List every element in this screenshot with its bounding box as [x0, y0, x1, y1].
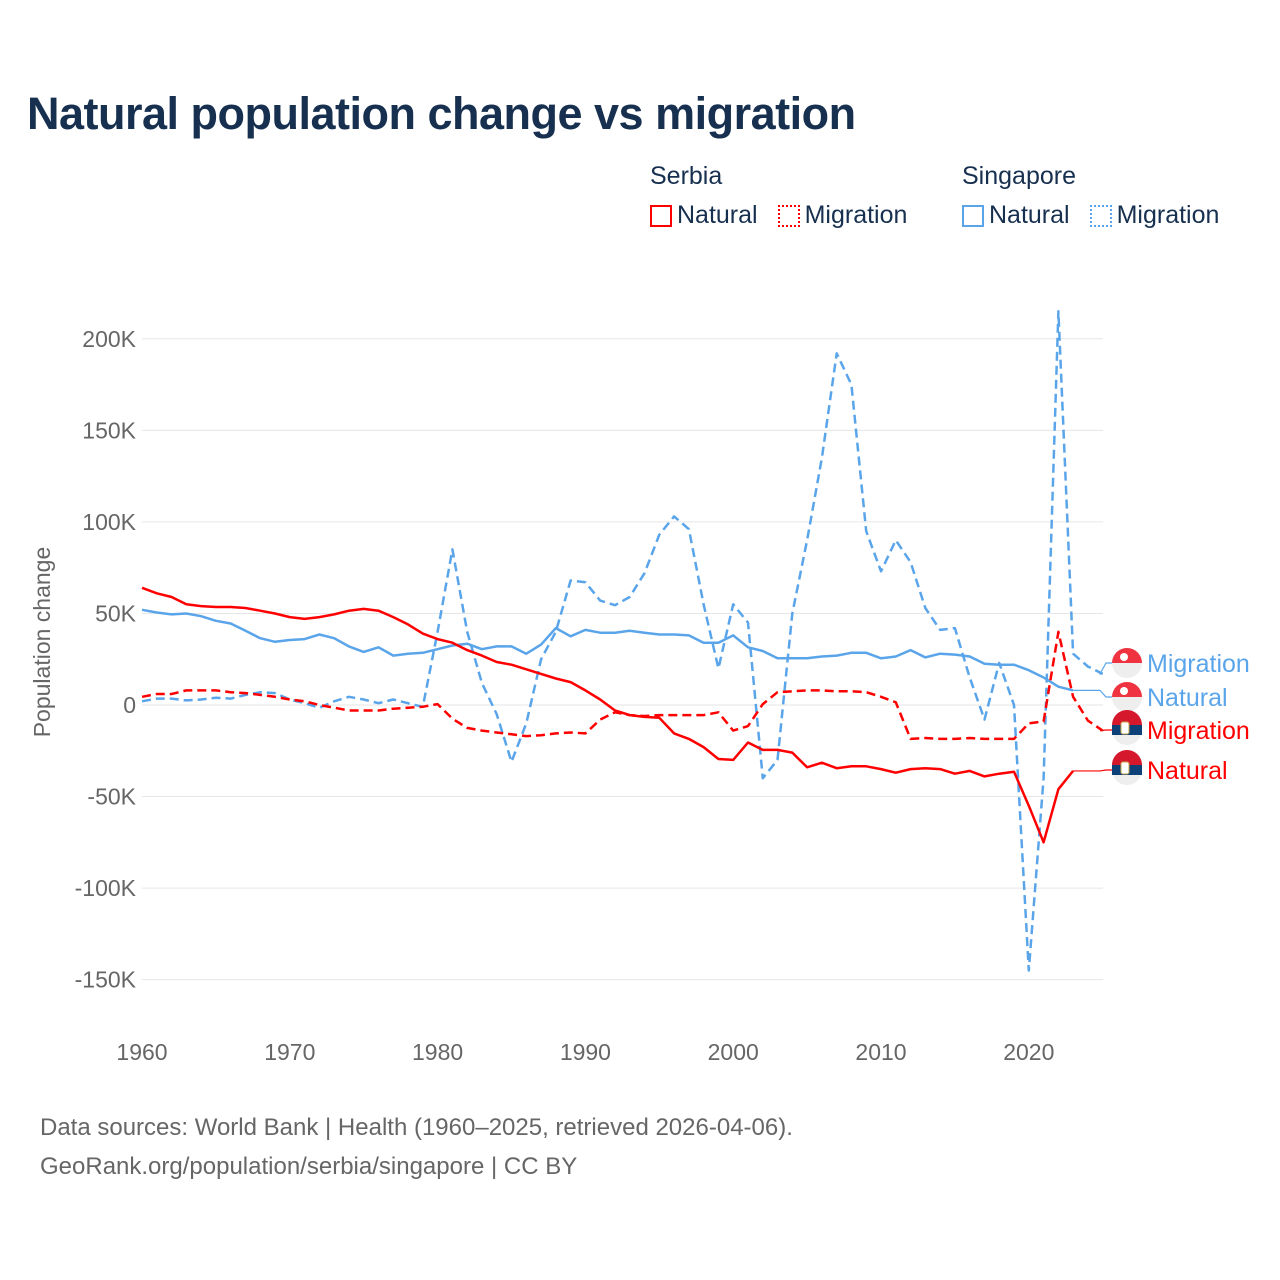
- flag-coat-of-arms: [1120, 721, 1130, 735]
- legend-label: Migration: [1116, 201, 1220, 229]
- x-tick-label: 2010: [855, 1039, 906, 1065]
- footer: Data sources: World Bank | Health (1960–…: [40, 1108, 793, 1186]
- y-tick-label: 150K: [82, 417, 136, 443]
- series-end-label: Natural: [1147, 757, 1228, 785]
- y-tick-label: 200K: [82, 326, 136, 352]
- y-tick-label: 0: [123, 692, 136, 718]
- chart-title: Natural population change vs migration: [27, 88, 856, 139]
- x-tick-label: 1970: [264, 1039, 315, 1065]
- y-tick-label: 100K: [82, 509, 136, 535]
- x-tick-label: 1960: [116, 1039, 167, 1065]
- x-tick-label: 1990: [560, 1039, 611, 1065]
- legend-label: Migration: [804, 201, 908, 229]
- y-tick-label: -50K: [87, 784, 136, 810]
- solid-swatch-icon: [650, 204, 672, 227]
- legend-serbia-migration[interactable]: Migration: [777, 201, 908, 230]
- dotted-swatch-icon: [777, 204, 800, 227]
- y-axis-label: Population change: [29, 547, 55, 738]
- flag-red-stripe: [1112, 750, 1142, 765]
- label-connector: [1098, 662, 1112, 675]
- legend-group-serbia: Serbia Natural Migration: [650, 162, 907, 230]
- legend-group-singapore: Singapore Natural Migration: [962, 162, 1219, 230]
- legend-label: Natural: [989, 201, 1070, 229]
- series-line-serbia-migration: [141, 630, 1104, 741]
- legend-label: Natural: [677, 201, 758, 229]
- flag-red-stripe: [1112, 710, 1142, 725]
- series-line-singapore-migration: [141, 310, 1104, 972]
- label-connector: [1073, 689, 1112, 698]
- y-tick-label: 50K: [95, 600, 137, 626]
- legend-singapore-natural[interactable]: Natural: [962, 201, 1070, 230]
- legend-singapore-migration[interactable]: Migration: [1089, 201, 1220, 230]
- flag-coat-of-arms: [1120, 761, 1130, 775]
- flag-crescent: [1120, 653, 1128, 661]
- solid-swatch-icon: [962, 204, 984, 227]
- x-tick-label: 1980: [412, 1039, 463, 1065]
- series-end-label: Natural: [1147, 684, 1228, 712]
- attribution: GeoRank.org/population/serbia/singapore …: [40, 1153, 578, 1180]
- series-end-label: Migration: [1147, 717, 1250, 745]
- y-tick-label: -100K: [75, 875, 137, 901]
- label-connector: [1099, 729, 1112, 732]
- x-tick-label: 2000: [708, 1039, 759, 1065]
- y-tick-label: -150K: [75, 967, 137, 993]
- series-line-serbia-natural: [141, 586, 1075, 844]
- legend-group-title: Singapore: [962, 162, 1076, 190]
- source-note: Data sources: World Bank | Health (1960–…: [40, 1114, 793, 1141]
- label-connector: [1073, 769, 1112, 772]
- series-end-label: Migration: [1147, 650, 1250, 678]
- legend-serbia-natural[interactable]: Natural: [650, 201, 758, 230]
- dotted-swatch-icon: [1089, 204, 1112, 227]
- flag-crescent: [1120, 687, 1128, 695]
- x-tick-label: 2020: [1003, 1039, 1054, 1065]
- legend-group-title: Serbia: [650, 162, 723, 190]
- series-line-singapore-natural: [141, 608, 1074, 692]
